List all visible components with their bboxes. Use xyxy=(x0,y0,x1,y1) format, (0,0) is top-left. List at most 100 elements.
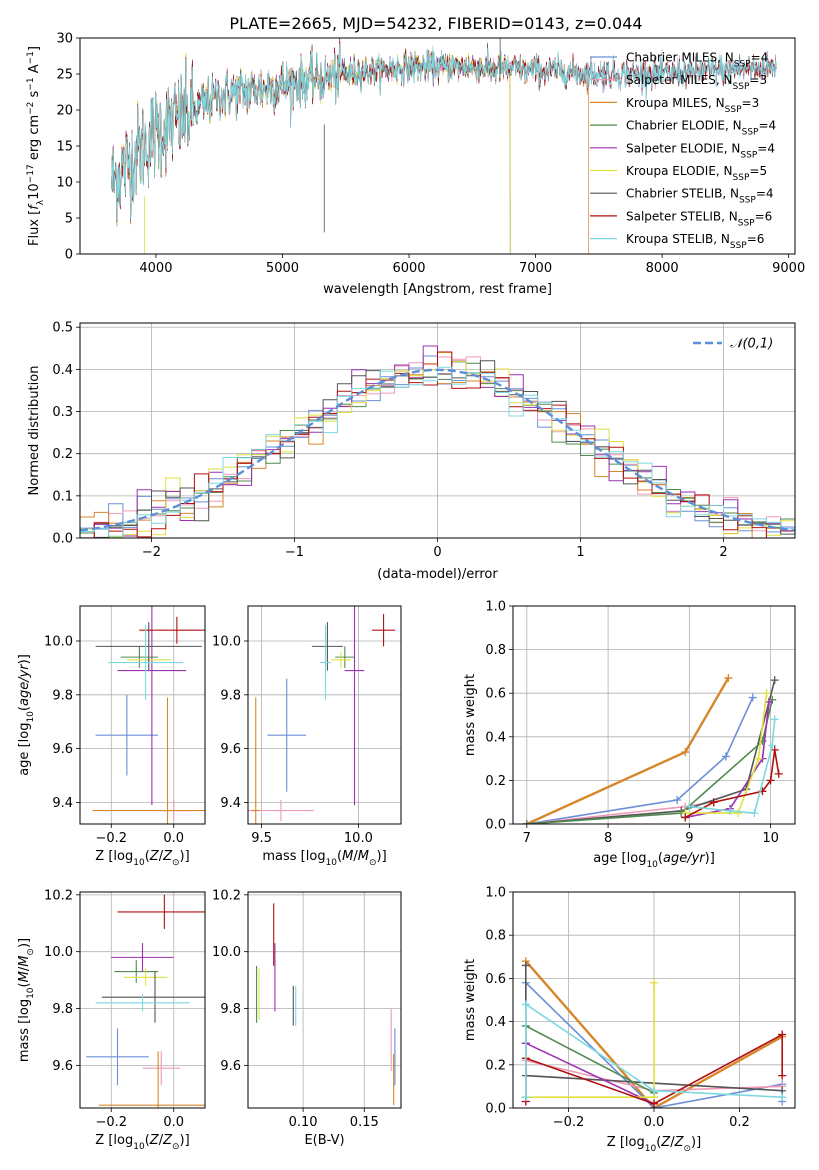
label-part: 10 xyxy=(27,183,42,200)
y-tick-label: 0.0 xyxy=(485,818,506,833)
marker-chabrier-miles xyxy=(721,752,730,761)
legend-text: Salpeter STELIB, N xyxy=(626,209,738,223)
error-bars xyxy=(92,606,205,824)
y-tick-label: 9.8 xyxy=(220,1002,241,1017)
label-part: Z xyxy=(149,1133,160,1148)
label-part: ) xyxy=(691,1135,696,1150)
x-axis-label: Z [log10(Z/Z⊙)] xyxy=(95,849,189,868)
label-part: / xyxy=(159,1133,164,1148)
y-tick-label: 0.8 xyxy=(485,929,506,944)
figure-title: PLATE=2665, MJD=54232, FIBERID=0143, z=0… xyxy=(229,14,642,33)
mass-weight-lines xyxy=(521,957,787,1108)
legend-sub: SSP xyxy=(734,60,751,70)
x-tick-label: 0.0 xyxy=(163,1115,184,1130)
x-tick-label: 0 xyxy=(433,545,441,560)
label-part: ] xyxy=(17,654,32,659)
y-tick-label: 5 xyxy=(65,212,73,227)
line-salpeter-elodie xyxy=(685,701,770,819)
y-tick-label: 1.0 xyxy=(485,886,506,901)
marker-salpeter-stelib xyxy=(709,798,718,807)
marker-salpeter-stelib xyxy=(650,1099,658,1108)
x-tick-label: 7 xyxy=(523,831,531,846)
label-part: ⊙ xyxy=(683,1144,691,1154)
label-part: Z [ xyxy=(95,1133,113,1148)
line-kroupa-miles xyxy=(524,960,783,1108)
legend-text: Kroupa STELIB, N xyxy=(626,232,730,246)
axes-frame xyxy=(512,605,796,825)
marker-kroupa-stelib xyxy=(650,1086,658,1095)
x-tick-label: 0.15 xyxy=(350,1115,379,1130)
y-tick-label: 0.4 xyxy=(52,363,73,378)
label-part: ] xyxy=(185,849,190,864)
label-part: ] xyxy=(27,46,42,51)
label-part: age [ xyxy=(17,742,32,775)
marker-kroupa-elodie xyxy=(754,754,763,763)
label-part: f xyxy=(27,203,42,210)
legend-n: =6 xyxy=(747,232,765,246)
label-part: age/yr xyxy=(17,663,32,706)
marker-salpeter-stelib xyxy=(766,776,775,785)
legend: 𝒩(0,1) xyxy=(693,337,773,352)
legend-n: =5 xyxy=(749,164,767,178)
label-part: −1 xyxy=(26,77,36,90)
legend-n: =6 xyxy=(755,209,773,223)
y-tick-label: 10.0 xyxy=(212,634,241,649)
y-tick-label: 0.2 xyxy=(485,774,506,789)
legend-n: =4 xyxy=(756,187,774,201)
label-part: ) xyxy=(17,943,32,948)
label-part: M xyxy=(17,971,32,982)
y-tick-label: 9.4 xyxy=(220,796,241,811)
marker-kroupa-miles xyxy=(681,748,690,757)
y-tick-label: 0.0 xyxy=(485,1102,506,1117)
legend-label: Kroupa MILES, NSSP=3 xyxy=(626,96,759,115)
legend-n: =3 xyxy=(749,73,767,87)
marker-kroupa-stelib xyxy=(778,1093,787,1102)
x-axis-label: Z [log10(Z/Z⊙)] xyxy=(607,1135,701,1154)
label-part: mass [ xyxy=(17,1019,32,1062)
x-tick-label: −0.2 xyxy=(95,1115,127,1130)
label-part: 10 xyxy=(645,1144,657,1154)
legend-text: Kroupa ELODIE, N xyxy=(626,164,733,178)
label-part: ) xyxy=(180,849,185,864)
x-tick-label: 2 xyxy=(719,545,727,560)
x-tick-label: −0.2 xyxy=(95,831,127,846)
y-tick-label: 10.0 xyxy=(44,945,73,960)
y-axis-label: age [log10(age/yr)] xyxy=(17,654,36,776)
label-part: / xyxy=(17,966,32,971)
y-axis-label: mass weight xyxy=(463,959,478,1041)
y-tick-label: 9.6 xyxy=(220,742,241,757)
legend-label: Chabrier MILES, NSSP=4 xyxy=(626,51,768,70)
marker-chabrier-elodie xyxy=(522,820,531,824)
ebv-mass-panel: 0.10 0.15 9.6 9.8 10.0 10.2 E(B-V) xyxy=(212,888,402,1148)
label-part: ( xyxy=(145,1133,150,1148)
normal-curve xyxy=(80,368,795,532)
label-part: log xyxy=(306,849,326,864)
label-part: ) xyxy=(17,659,32,664)
y-tick-label: 0 xyxy=(65,248,73,263)
marker-kroupa-stelib xyxy=(770,715,779,724)
y-tick-label: 10.2 xyxy=(44,888,73,903)
label-part: −17 xyxy=(26,164,36,183)
label-part: λ xyxy=(36,199,46,205)
x-axis-label: E(B-V) xyxy=(304,1133,344,1148)
label-part: E(B-V) xyxy=(304,1133,344,1148)
z-age-panel: −0.2 0.09.49.69.810.0Z [log10(Z/Z⊙)]age [… xyxy=(17,605,206,868)
label-part: ( xyxy=(17,982,32,987)
label-part: ] xyxy=(696,1135,701,1150)
y-tick-label: 10.0 xyxy=(44,634,73,649)
label-part: 10 xyxy=(326,858,338,868)
x-tick-label: −1 xyxy=(285,545,304,560)
marker-salpeter-stelib xyxy=(774,769,783,778)
y-tick-label: 20 xyxy=(56,104,73,119)
y-axis-label: Normed distribution xyxy=(27,366,42,496)
legend-label: Kroupa STELIB, NSSP=6 xyxy=(626,232,764,251)
mass-weight-lines xyxy=(522,673,783,824)
label-part: ) xyxy=(376,849,381,864)
axes-frame xyxy=(79,37,796,255)
error-bars xyxy=(86,894,205,1108)
legend-n: =4 xyxy=(757,141,775,155)
marker-kroupa-stelib xyxy=(725,806,734,815)
label-part: ( xyxy=(337,849,342,864)
label-part: ] xyxy=(382,849,387,864)
histogram-kroupa-stelib xyxy=(80,366,795,537)
